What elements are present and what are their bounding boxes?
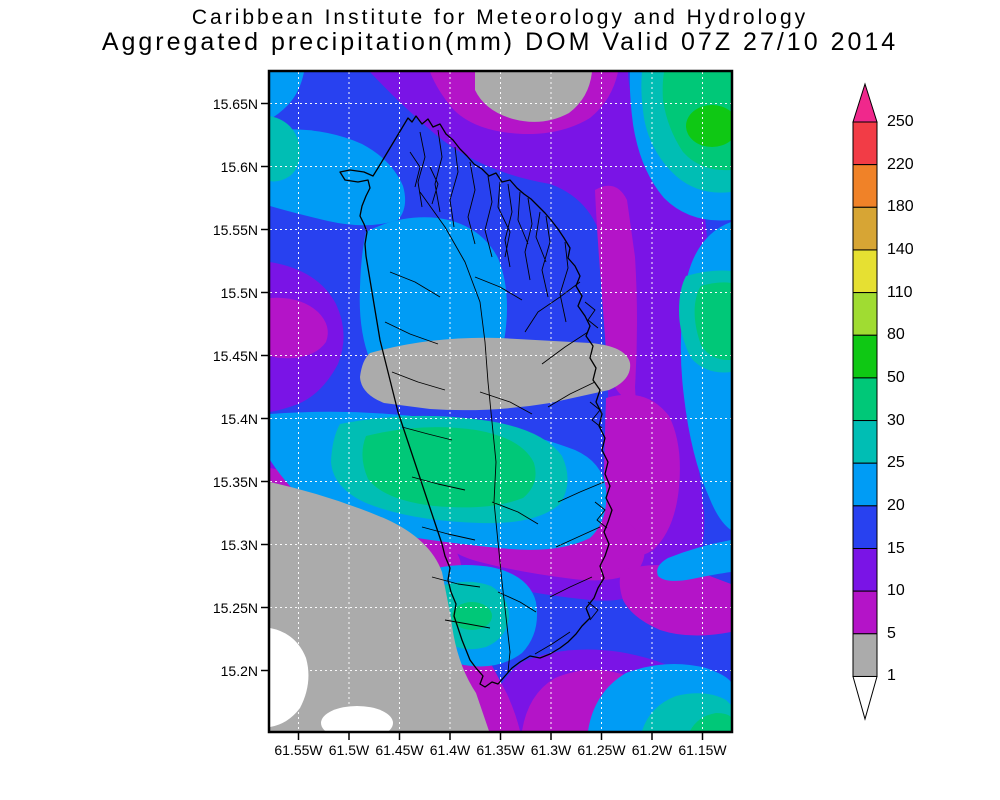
gridlines (270, 72, 731, 731)
colorbar-tick-label: 110 (887, 283, 913, 301)
colorbar-tick-label: 50 (887, 368, 905, 386)
dominica-coastline (339, 115, 613, 688)
colorbar-tick-label: 250 (887, 113, 914, 130)
lat-tick-label: 15.55N (212, 221, 258, 238)
contour-field (270, 72, 731, 731)
lat-tick-label: 15.35N (212, 473, 258, 490)
lon-tick-label: 61.55W (274, 742, 323, 758)
lon-tick-label: 61.35W (476, 742, 525, 758)
colorbar-tick-label: 140 (887, 240, 914, 258)
lat-tick-label: 15.6N (220, 158, 258, 175)
lat-tick-label: 15.65N (212, 95, 258, 112)
colorbar-tick-label: 20 (887, 496, 905, 514)
page-subtitle: Aggregated precipitation(mm) DOM Valid 0… (101, 28, 899, 56)
lat-tick-label: 15.2N (220, 662, 258, 679)
lon-tick-label: 61.5W (328, 742, 370, 758)
river-watershed-lines (384, 129, 608, 673)
page-title: Caribbean Institute for Meteorology and … (191, 6, 809, 29)
colorbar-tick-label: 220 (887, 155, 914, 173)
lat-tick-label: 15.25N (212, 599, 258, 616)
colorbar-tick-label: 30 (887, 411, 905, 429)
colorbar-tick-label: 180 (887, 198, 914, 216)
colorbar-tick-label: 25 (887, 454, 905, 472)
lon-tick-label: 61.45W (375, 742, 424, 758)
axis-ticks (261, 102, 704, 740)
colorbar (852, 82, 878, 721)
colorbar-tick-label: 15 (887, 539, 905, 557)
colorbar-tick-label: 80 (887, 326, 905, 344)
lon-tick-label: 61.4W (429, 742, 471, 758)
lat-tick-label: 15.45N (212, 347, 258, 364)
lon-tick-label: 61.15W (678, 742, 727, 758)
lon-tick-label: 61.25W (577, 742, 626, 758)
colorbar-tick-label: 10 (887, 582, 905, 600)
lon-tick-label: 61.3W (530, 742, 572, 758)
lat-tick-label: 15.5N (220, 284, 258, 301)
lat-tick-label: 15.3N (220, 536, 258, 553)
colorbar-tick-label: 5 (887, 624, 896, 642)
lon-tick-label: 61.2W (631, 742, 673, 758)
lat-tick-label: 15.4N (220, 410, 258, 427)
colorbar-tick-label: 1 (887, 667, 896, 685)
